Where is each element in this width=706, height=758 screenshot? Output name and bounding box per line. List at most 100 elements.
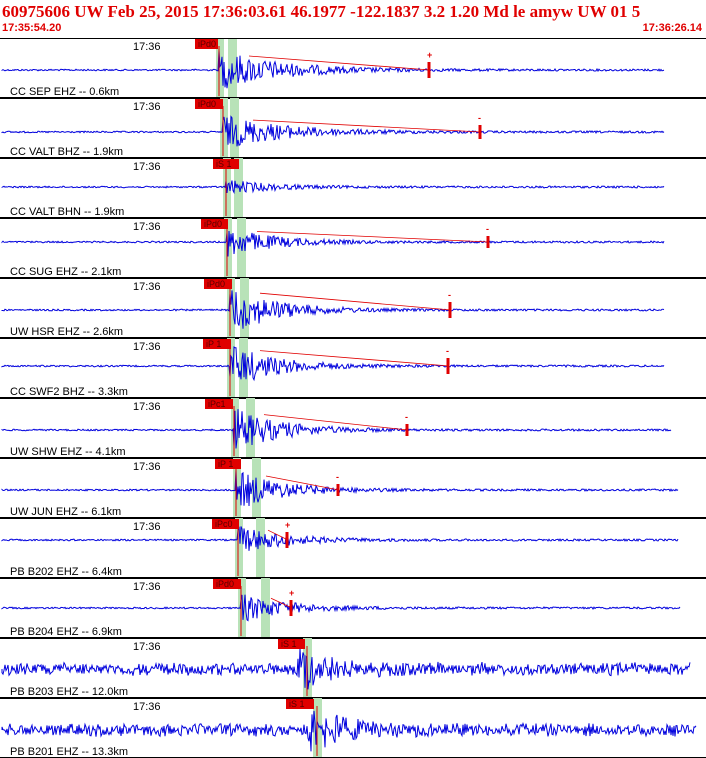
pick-label: iPd0 [198,39,216,49]
trace-time-label: 17:36 [133,581,161,593]
pick-label-box [213,579,241,589]
trace-row[interactable]: iS 1 17:36 PB B201 EHZ -- 13.3km [0,698,706,758]
s-phase-window [230,98,239,158]
pick-label-box [195,99,223,109]
coda-envelope [259,292,452,311]
pick-label: iS 1 [281,639,297,649]
trace-row[interactable]: + iPd0 17:36 PB B204 EHZ -- 6.9km [0,578,706,639]
s-phase-window [246,398,255,458]
coda-envelope [267,529,289,541]
waveform-trace [1,346,665,382]
waveform-trace [1,469,679,507]
trace-row[interactable]: + iPd0 17:36 CC SEP EHZ -- 0.6km [0,38,706,99]
station-label: PB B204 EHZ -- 6.9km [10,626,122,638]
waveform-trace [1,710,697,752]
trace-time-label: 17:36 [133,701,161,713]
station-label: UW HSR EHZ -- 2.6km [10,326,123,338]
trace-row[interactable]: iS 1 17:36 PB B203 EHZ -- 12.0km [0,638,706,699]
event-header: 60975606 UW Feb 25, 2015 17:36:03.61 46.… [0,0,706,38]
p-phase-window [220,98,228,158]
pick-label-box [213,159,239,169]
trace-time-label: 17:36 [133,341,161,353]
trace-row[interactable]: iS 1 17:36 CC VALT BHN -- 1.9km [0,158,706,219]
trace-time-label: 17:36 [133,41,161,53]
coda-envelope [270,597,293,609]
waveform-trace [1,230,665,257]
waveform-trace [1,290,665,329]
seismogram-panel[interactable]: + iPd0 17:36 CC SEP EHZ -- 0.6km - iPd0 17:36 C… [0,38,706,758]
trace-row[interactable]: - iPd0 17:36 UW HSR EHZ -- 2.6km [0,278,706,339]
station-label: PB B203 EHZ -- 12.0km [10,686,128,698]
coda-envelope [265,475,340,491]
waveform-trace [1,594,681,622]
p-phase-window [216,38,224,98]
coda-envelope [259,350,450,367]
coda-polarity-label: + [427,50,432,60]
trace-row[interactable]: - iPd0 17:36 CC SUG EHZ -- 2.1km [0,218,706,279]
trace-row[interactable]: - iPd0 17:36 CC VALT BHZ -- 1.9km [0,98,706,159]
pick-label: iPd0 [204,219,222,229]
coda-polarity-label: + [289,588,294,598]
trace-time-label: 17:36 [133,401,161,413]
s-phase-window [234,158,243,218]
trace-row[interactable]: - iP 1 17:36 UW JUN EHZ -- 6.1km [0,458,706,519]
waveform-trace [1,50,665,89]
pick-label: iPd0 [216,579,234,589]
s-phase-window [240,278,249,338]
coda-polarity-label: - [336,472,339,482]
coda-envelope [263,414,409,431]
pick-label: iP 1 [218,459,233,469]
p-phase-window [235,518,243,578]
window-start-time: 17:35:54.20 [2,22,62,34]
event-title: 60975606 UW Feb 25, 2015 17:36:03.61 46.… [2,2,641,21]
station-label: PB B202 EHZ -- 6.4km [10,566,122,578]
coda-envelope [252,119,482,133]
trace-time-label: 17:36 [133,161,161,173]
pick-label-box [278,639,305,649]
coda-polarity-label: + [285,520,290,530]
pick-label: iP 1 [206,339,221,349]
pick-label: iPd0 [198,99,216,109]
coda-polarity-label: - [486,224,489,234]
pick-label-box [195,39,218,49]
s-phase-window [256,518,265,578]
p-phase-window [238,578,246,638]
coda-polarity-label: - [405,412,408,422]
station-label: CC VALT BHZ -- 1.9km [10,146,123,158]
station-label: UW SHW EHZ -- 4.1km [10,446,126,458]
trace-row[interactable]: + iPc0 17:36 PB B202 EHZ -- 6.4km [0,518,706,579]
pick-label-box [286,699,314,709]
station-label: UW JUN EHZ -- 6.1km [10,506,121,518]
trace-time-label: 17:36 [133,641,161,653]
pick-label-box [203,339,231,349]
waveform-trace [1,526,679,551]
trace-time-label: 17:36 [133,221,161,233]
waveform-trace [1,647,691,690]
p-phase-window [227,338,235,398]
coda-envelope [248,55,431,71]
trace-time-label: 17:36 [133,281,161,293]
p-phase-window [227,278,235,338]
coda-polarity-label: - [448,290,451,300]
pick-label: iPc1 [208,399,226,409]
waveform-trace [1,115,665,147]
pick-label: iPc0 [215,519,233,529]
pick-label-box [205,399,233,409]
waveform-trace [1,180,665,195]
trace-time-label: 17:36 [133,461,161,473]
station-label: CC VALT BHN -- 1.9km [10,206,124,218]
station-label: CC SUG EHZ -- 2.1km [10,266,121,278]
trace-row[interactable]: - iP 1 17:36 CC SWF2 BHZ -- 3.3km [0,338,706,399]
coda-polarity-label: - [478,113,481,123]
pick-label: iS 1 [216,159,232,169]
pick-label-box [215,459,241,469]
pick-label-box [204,279,232,289]
pick-label-box [201,219,228,229]
waveform-trace [1,409,672,449]
station-label: CC SEP EHZ -- 0.6km [10,86,119,98]
station-label: CC SWF2 BHZ -- 3.3km [10,386,128,398]
trace-row[interactable]: - iPc1 17:36 UW SHW EHZ -- 4.1km [0,398,706,459]
pick-label-box [212,519,239,529]
coda-envelope [256,231,490,243]
trace-time-label: 17:36 [133,521,161,533]
